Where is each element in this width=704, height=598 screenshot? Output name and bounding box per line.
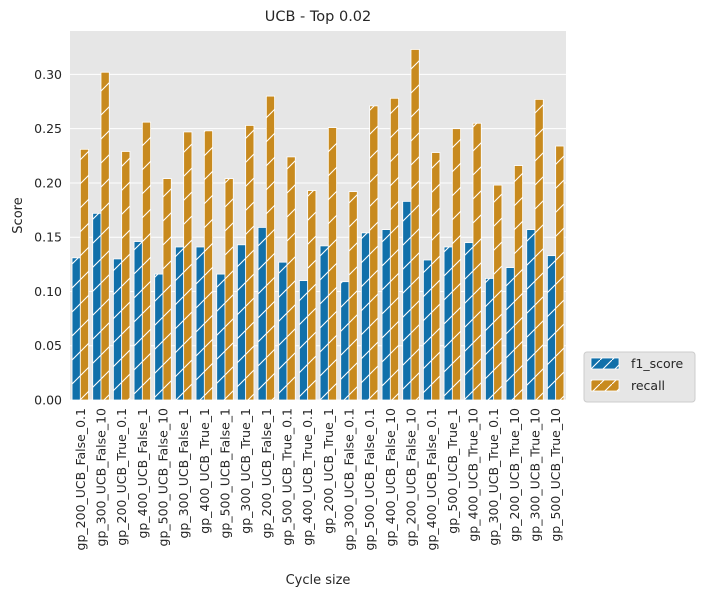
bar-hatch-f1_score bbox=[175, 246, 184, 400]
y-tick-label: 0.30 bbox=[34, 67, 62, 82]
x-axis-label: Cycle size bbox=[286, 573, 351, 588]
x-tick-label: gp_500_UCB_True_1 bbox=[445, 408, 460, 534]
x-tick-label: gp_300_UCB_True_1 bbox=[238, 408, 253, 534]
x-tick-label: gp_500_UCB_False_1 bbox=[218, 408, 233, 539]
y-tick-label: 0.25 bbox=[34, 121, 62, 136]
x-tick-label: gp_400_UCB_False_10 bbox=[383, 408, 398, 547]
bar-hatch-f1_score bbox=[320, 245, 329, 400]
bar-hatch-f1_score bbox=[485, 278, 494, 400]
legend-label-recall: recall bbox=[631, 378, 665, 393]
bars bbox=[71, 49, 565, 401]
bar-hatch-f1_score bbox=[361, 232, 370, 400]
x-tick-label: gp_500_UCB_False_10 bbox=[156, 408, 171, 547]
y-tick-label: 0.10 bbox=[34, 284, 62, 299]
bar-hatch-f1_score bbox=[340, 281, 349, 400]
y-tick-labels: 0.00 0.05 0.10 0.15 0.20 0.25 0.30 bbox=[34, 67, 62, 408]
x-tick-label: gp_400_UCB_False_1 bbox=[135, 408, 150, 539]
bar-hatch-f1_score bbox=[258, 227, 267, 400]
x-tick-label: gp_200_UCB_True_10 bbox=[507, 408, 522, 542]
x-tick-label: gp_300_UCB_False_1 bbox=[176, 408, 191, 539]
bar-hatch-f1_score bbox=[464, 242, 473, 400]
gridlines bbox=[70, 73, 566, 401]
bar-hatch-recall bbox=[390, 98, 399, 400]
bar-hatch-f1_score bbox=[113, 258, 122, 400]
bar-hatch-f1_score bbox=[299, 280, 308, 400]
bar-hatch-f1_score bbox=[382, 229, 391, 400]
x-tick-label: gp_400_UCB_True_10 bbox=[466, 408, 481, 542]
bar-hatch-f1_score bbox=[526, 229, 535, 400]
x-tick-labels: gp_200_UCB_False_0.1 gp_300_UCB_False_10 g… bbox=[73, 408, 563, 550]
bar-hatch-f1_score bbox=[547, 255, 556, 400]
bar-hatch-recall bbox=[328, 127, 337, 400]
bar-hatch-f1_score bbox=[506, 267, 515, 400]
legend-swatch-recall-hatch bbox=[591, 380, 619, 391]
y-tick-label: 0.00 bbox=[34, 393, 62, 408]
bar-hatch-recall bbox=[535, 99, 544, 400]
bar-hatch-recall bbox=[431, 152, 440, 400]
bar-hatch-recall bbox=[163, 178, 172, 400]
x-tick-label: gp_400_UCB_True_0.1 bbox=[300, 408, 315, 546]
bar-hatch-f1_score bbox=[444, 246, 453, 400]
bar-hatch-recall bbox=[514, 165, 523, 400]
x-tick-label: gp_400_UCB_True_1 bbox=[197, 408, 212, 534]
legend-label-f1-score: f1_score bbox=[631, 356, 684, 371]
bar-hatch-f1_score bbox=[237, 244, 246, 400]
x-tick-label: gp_500_UCB_True_10 bbox=[548, 408, 563, 542]
bar-hatch-f1_score bbox=[196, 246, 205, 400]
x-tick-label: gp_200_UCB_True_0.1 bbox=[114, 408, 129, 546]
bar-hatch-f1_score bbox=[134, 241, 143, 400]
bar-hatch-f1_score bbox=[216, 274, 225, 400]
bar-hatch-f1_score bbox=[154, 274, 163, 400]
x-tick-label: gp_300_UCB_True_0.1 bbox=[486, 408, 501, 546]
y-tick-label: 0.15 bbox=[34, 230, 62, 245]
x-tick-label: gp_200_UCB_False_10 bbox=[404, 408, 419, 547]
legend: f1_score recall bbox=[583, 351, 696, 403]
bar-hatch-recall bbox=[473, 123, 482, 400]
y-tick-label: 0.20 bbox=[34, 175, 62, 190]
plot-background bbox=[70, 31, 566, 400]
bar-hatch-recall bbox=[287, 156, 296, 400]
x-tick-label: gp_500_UCB_False_0.1 bbox=[362, 408, 377, 550]
x-tick-label: gp_300_UCB_True_10 bbox=[528, 408, 543, 542]
x-tick-label: gp_200_UCB_False_1 bbox=[259, 408, 274, 539]
x-tick-label: gp_200_UCB_True_1 bbox=[321, 408, 336, 534]
bar-hatch-recall bbox=[369, 105, 378, 401]
bar-hatch-f1_score bbox=[92, 213, 101, 400]
x-tick-label: gp_300_UCB_False_0.1 bbox=[342, 408, 357, 550]
x-tick-label: gp_500_UCB_True_0.1 bbox=[280, 408, 295, 546]
y-axis-label: Score bbox=[11, 197, 26, 233]
bar-hatch-recall bbox=[225, 178, 234, 400]
y-tick-label: 0.05 bbox=[34, 338, 62, 353]
bar-hatch-recall bbox=[349, 191, 358, 400]
bar-hatch-recall bbox=[307, 190, 316, 400]
bar-hatch-recall bbox=[493, 185, 502, 400]
legend-swatch-f1-score-hatch bbox=[591, 358, 619, 369]
bar-hatch-recall bbox=[555, 146, 564, 400]
bar-hatch-f1_score bbox=[278, 262, 287, 400]
bar-hatch-recall bbox=[121, 151, 130, 400]
x-tick-label: gp_400_UCB_False_0.1 bbox=[424, 408, 439, 550]
bar-hatch-recall bbox=[411, 49, 420, 400]
bar-hatch-f1_score bbox=[72, 257, 81, 400]
bar-hatch-recall bbox=[142, 122, 151, 400]
x-tick-label: gp_200_UCB_False_0.1 bbox=[73, 408, 88, 550]
bar-hatch-recall bbox=[80, 149, 89, 400]
x-tick-label: gp_300_UCB_False_10 bbox=[94, 408, 109, 547]
bar-hatch-recall bbox=[204, 130, 213, 401]
bar-hatch-recall bbox=[183, 131, 192, 400]
bar-hatch-f1_score bbox=[423, 259, 432, 400]
bar-hatch-f1_score bbox=[402, 201, 411, 400]
bar-hatch-recall bbox=[266, 96, 275, 400]
bar-hatch-recall bbox=[452, 128, 461, 401]
chart-title: UCB - Top 0.02 bbox=[265, 9, 372, 25]
bar-hatch-recall bbox=[245, 125, 254, 400]
bar-hatch-recall bbox=[101, 72, 110, 400]
